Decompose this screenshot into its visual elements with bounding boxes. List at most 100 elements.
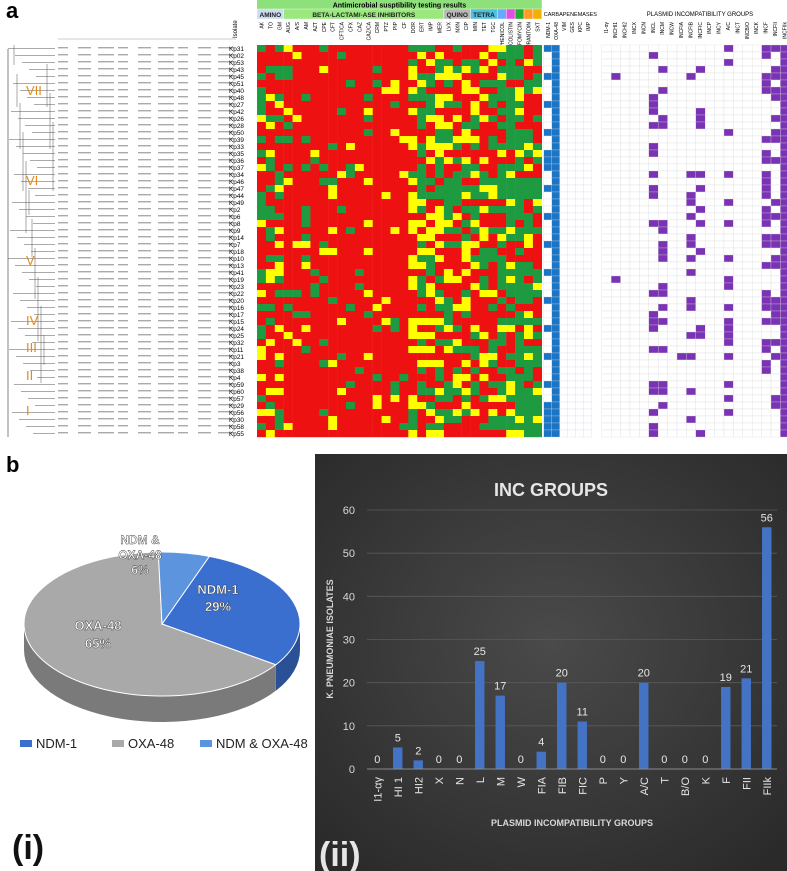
ast-cell xyxy=(337,423,347,431)
ast-cell xyxy=(283,297,293,305)
plasmid-cell xyxy=(742,205,753,214)
carbapenemase-label: IMP xyxy=(586,21,592,31)
isolate-label: Kp6 xyxy=(229,214,241,221)
ast-cell xyxy=(363,157,373,165)
carbapenemase-cell xyxy=(559,107,568,116)
ast-cell xyxy=(301,59,311,67)
carbapenemase-cell xyxy=(583,359,592,368)
ast-cell xyxy=(346,360,356,368)
plasmid-cell xyxy=(733,44,743,53)
pie-label-ndm: NDM-1 xyxy=(197,582,238,597)
plasmid-cell xyxy=(780,331,787,340)
plasmid-cell xyxy=(780,345,787,354)
isolate-label: Kp50 xyxy=(229,130,244,137)
carbapenemase-cell xyxy=(559,93,568,102)
plasmid-cell xyxy=(611,254,621,263)
carbapenemase-cell xyxy=(543,324,552,333)
ast-cell xyxy=(435,94,445,102)
isolate-label: Kp59 xyxy=(229,382,244,389)
plasmid-cell xyxy=(752,100,762,109)
plasmid-cell xyxy=(723,58,734,67)
ast-cell xyxy=(337,136,347,144)
carbapenemase-cell xyxy=(567,366,576,375)
ast-cell xyxy=(435,115,445,123)
ast-cell xyxy=(310,318,320,326)
ast-cell xyxy=(328,108,338,116)
plasmid-cell xyxy=(752,121,762,130)
ast-cell xyxy=(319,269,329,277)
ast-cell xyxy=(381,297,391,305)
ast-cell xyxy=(381,381,391,389)
carbapenemase-cell xyxy=(583,345,592,354)
carbapenemase-cell xyxy=(551,429,560,438)
plasmid-cell xyxy=(723,429,734,438)
carbapenemase-cell xyxy=(551,275,560,284)
plasmid-cell xyxy=(620,156,631,165)
plasmid-cell xyxy=(705,44,715,53)
metadata-cell xyxy=(218,96,234,98)
ast-cell xyxy=(310,262,320,270)
plasmid-cell xyxy=(620,114,631,123)
ast-cell xyxy=(292,402,302,410)
ast-cell xyxy=(532,227,542,235)
plasmid-cell xyxy=(676,261,687,270)
ast-cell xyxy=(399,241,409,249)
ast-cell xyxy=(435,143,445,151)
isolate-label: Kp32 xyxy=(229,340,244,347)
carbapenemase-cell xyxy=(575,170,584,179)
metadata-cell xyxy=(178,201,188,203)
ast-cell xyxy=(372,339,382,347)
ast-cell xyxy=(292,122,302,130)
carbapenemase-cell xyxy=(583,317,592,326)
drug-label: AK xyxy=(259,21,265,28)
plasmid-cell xyxy=(761,149,772,158)
plasmid-cell xyxy=(648,128,659,137)
plasmid-cell xyxy=(761,212,772,221)
ast-cell xyxy=(461,94,471,102)
ast-cell xyxy=(479,423,489,431)
ast-cell xyxy=(354,206,364,214)
carbapenemase-cell xyxy=(583,352,592,361)
metadata-cell xyxy=(218,117,234,119)
ast-cell xyxy=(506,59,516,67)
ast-cell xyxy=(417,423,427,431)
ast-cell xyxy=(381,332,391,340)
metadata-cell xyxy=(178,166,188,168)
plasmid-cell xyxy=(620,212,631,221)
plasmid-cell xyxy=(620,331,631,340)
metadata-cell xyxy=(58,369,68,371)
ast-cell xyxy=(265,45,275,53)
ast-cell xyxy=(443,171,453,179)
drug-label: AUG xyxy=(286,22,292,33)
plasmid-cell xyxy=(705,107,715,116)
plasmid-cell xyxy=(658,282,668,291)
plasmid-cell xyxy=(705,296,715,305)
metadata-cell xyxy=(118,404,128,406)
ast-cell xyxy=(283,115,293,123)
ast-cell xyxy=(524,66,534,74)
plasmid-cell xyxy=(723,345,734,354)
ast-cell xyxy=(372,171,382,179)
plasmid-cell xyxy=(752,163,762,172)
metadata-cell xyxy=(158,117,174,119)
plasmid-cell xyxy=(780,79,787,88)
ast-cell xyxy=(283,374,293,382)
metadata-cell xyxy=(58,348,68,350)
metadata-cell xyxy=(198,117,211,119)
plasmid-cell xyxy=(714,373,725,382)
metadata-cell xyxy=(118,229,128,231)
plasmid-group-label: INCX xyxy=(632,21,638,34)
plasmid-cell xyxy=(629,275,640,284)
plasmid-cell xyxy=(723,205,734,214)
ast-cell xyxy=(470,423,480,431)
metadata-cell xyxy=(218,334,234,336)
carbapenemase-cell xyxy=(543,261,552,270)
plasmid-cell xyxy=(648,401,659,410)
plasmid-cell xyxy=(658,233,668,242)
plasmid-cell xyxy=(667,44,678,53)
ast-cell xyxy=(426,66,436,74)
ast-group-header xyxy=(514,8,525,20)
plasmid-cell xyxy=(629,282,640,291)
ast-cell xyxy=(408,332,418,340)
plasmid-cell xyxy=(770,240,781,249)
